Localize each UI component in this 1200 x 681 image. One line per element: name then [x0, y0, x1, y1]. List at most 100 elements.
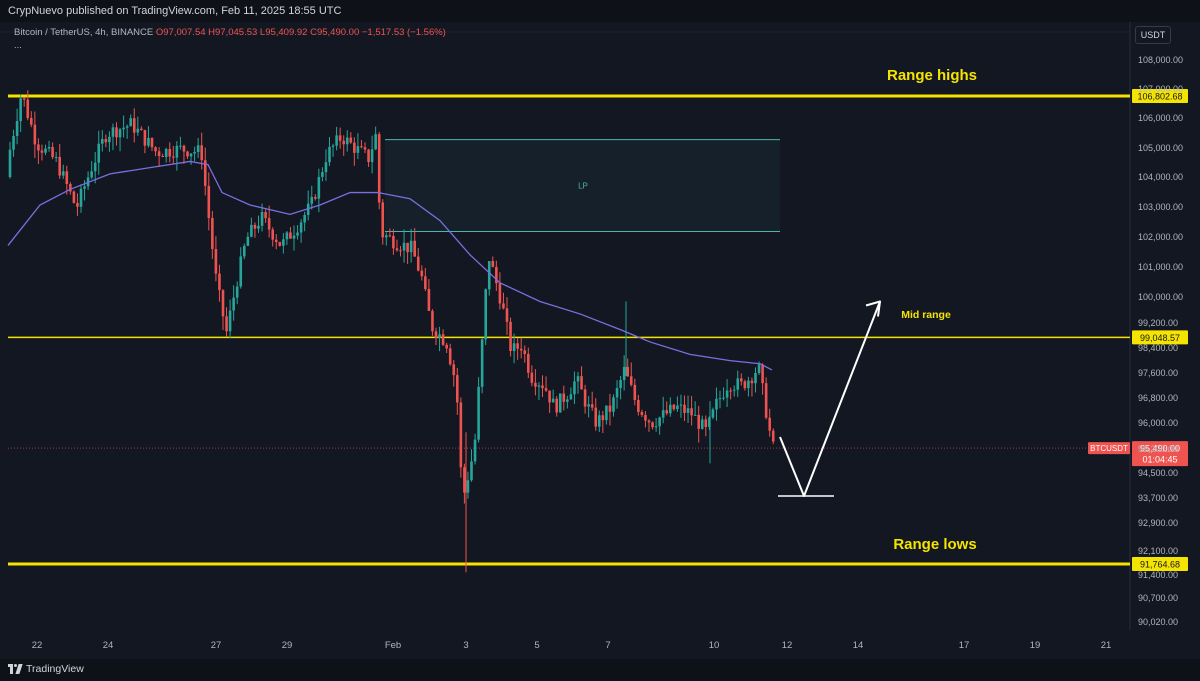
- candle-body: [587, 404, 590, 407]
- candle-body: [523, 350, 527, 354]
- currency-button[interactable]: USDT: [1135, 26, 1171, 44]
- publish-header: CrypNuevo published on TradingView.com, …: [0, 0, 1200, 22]
- candle-body: [260, 211, 264, 226]
- time-tick: 27: [211, 640, 222, 651]
- candle-body: [388, 235, 392, 237]
- candle-body: [33, 124, 37, 145]
- candle-body: [480, 339, 484, 387]
- candle-body: [69, 183, 72, 192]
- candle-body: [459, 402, 463, 468]
- candle-body: [420, 270, 424, 277]
- candle-body: [175, 145, 179, 158]
- candle-body: [544, 388, 548, 391]
- candle-body: [189, 153, 193, 157]
- candle-body: [502, 303, 505, 309]
- candle-body: [65, 171, 69, 184]
- candle-body: [299, 222, 303, 233]
- candle-body: [72, 191, 76, 203]
- candle-body: [161, 155, 164, 157]
- candle-body: [619, 380, 622, 389]
- candle-body: [452, 364, 456, 376]
- time-tick: Feb: [385, 640, 401, 651]
- candle-body: [19, 98, 22, 122]
- price-tick: 104,000.00: [1138, 172, 1183, 182]
- candle-body: [551, 398, 555, 403]
- candle-body: [690, 408, 693, 416]
- candle-body: [740, 378, 743, 382]
- candle-body: [644, 414, 647, 421]
- tradingview-brand[interactable]: TradingView: [8, 663, 84, 675]
- candle-body: [629, 376, 633, 385]
- candle-body: [580, 376, 583, 390]
- level-annotations: Range highs Mid range Range lows: [887, 67, 977, 553]
- candle-body: [608, 405, 612, 412]
- candle-body: [246, 236, 250, 246]
- candle-body: [672, 404, 676, 410]
- candle-body: [363, 147, 367, 150]
- price-tick: 92,100.00: [1138, 546, 1178, 556]
- footer-bar: TradingView: [0, 659, 1200, 681]
- candle-body: [328, 146, 331, 163]
- candle-body: [338, 135, 342, 141]
- candle-body: [594, 407, 598, 427]
- last-price-tag: [1132, 441, 1188, 467]
- candle-body: [239, 256, 243, 287]
- candle-body: [335, 135, 338, 146]
- candle-body: [179, 145, 182, 147]
- level-name: Range lows: [893, 536, 976, 553]
- price-tick: 96,800.00: [1138, 393, 1178, 403]
- candle-body: [122, 127, 125, 130]
- candle-body: [292, 235, 296, 239]
- candle-body: [274, 239, 278, 243]
- time-tick: 7: [605, 640, 610, 651]
- candle-body: [409, 240, 413, 253]
- candle-body: [93, 162, 97, 172]
- candle-body: [470, 461, 473, 481]
- candle-body: [182, 145, 186, 152]
- candle-body: [278, 242, 282, 246]
- candle-body: [729, 390, 732, 392]
- candle-body: [264, 211, 267, 219]
- symbol-legend[interactable]: Bitcoin / TetherUS, 4h, BINANCE O97,007.…: [14, 27, 446, 51]
- candle-body: [534, 382, 537, 387]
- candle-body: [150, 137, 154, 148]
- legend-more[interactable]: ...: [14, 40, 22, 51]
- candle-body: [686, 408, 690, 413]
- candle-body: [353, 142, 356, 153]
- candle-body: [509, 321, 512, 352]
- time-tick: 24: [103, 640, 114, 651]
- candle-body: [771, 430, 775, 442]
- candle-body: [317, 176, 321, 199]
- candle-body: [498, 283, 502, 304]
- candle-body: [541, 385, 544, 389]
- candle-body: [218, 273, 221, 291]
- candle-body: [406, 242, 409, 253]
- candle-body: [129, 118, 132, 127]
- candle-body: [243, 245, 246, 257]
- candle-body: [537, 385, 541, 387]
- tradingview-logo-icon: [8, 664, 23, 674]
- candle-body: [193, 151, 196, 154]
- candle-body: [683, 404, 686, 413]
- candle-body: [750, 380, 754, 384]
- price-tick: 107,000.00: [1138, 84, 1183, 94]
- candle-body: [108, 136, 111, 143]
- candle-body: [598, 415, 601, 427]
- lp-zone-label: LP: [578, 182, 588, 191]
- candle-body: [61, 171, 65, 176]
- price-tick: 105,000.00: [1138, 143, 1183, 153]
- price-chart[interactable]: LP 106,802.68 99,048.57 91,764.68 BTCUSDT 95…: [0, 0, 1200, 659]
- candle-body: [764, 383, 768, 418]
- price-tick: 90,020.00: [1138, 617, 1178, 627]
- candle-body: [736, 378, 740, 390]
- price-tick: 91,400.00: [1138, 570, 1178, 580]
- candle-body: [693, 414, 697, 416]
- candle-body: [101, 139, 104, 144]
- candle-body: [516, 343, 519, 349]
- candle-body: [562, 393, 566, 402]
- time-tick: 22: [32, 640, 43, 651]
- time-tick: 10: [709, 640, 720, 651]
- candle-body: [679, 404, 683, 406]
- candle-body: [715, 398, 718, 410]
- candle-body: [647, 420, 651, 423]
